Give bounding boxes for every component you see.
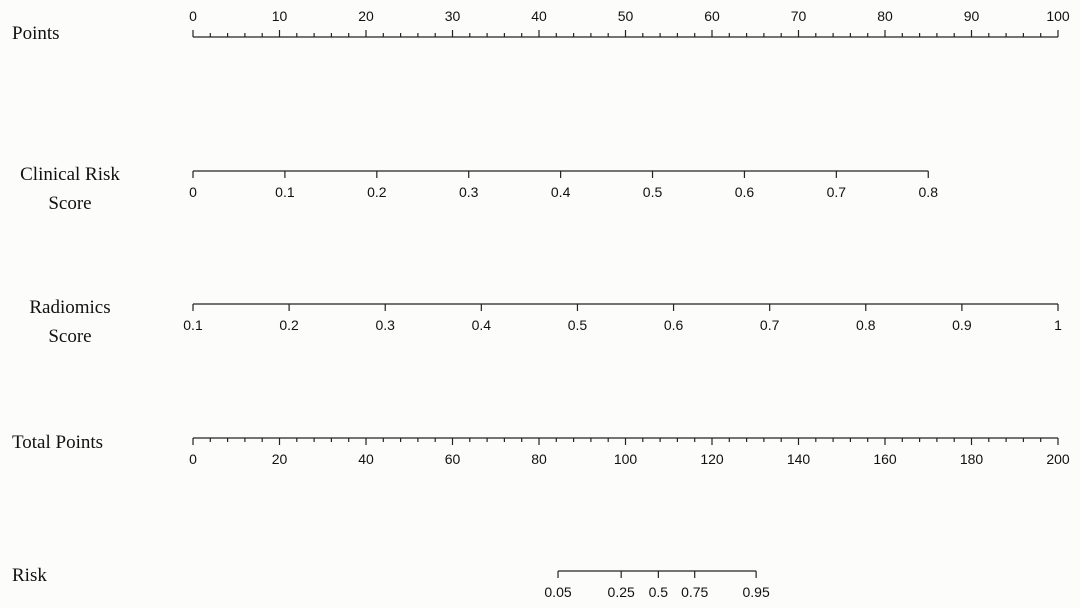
tick-label: 0.6	[664, 317, 684, 333]
tick-label: 0.6	[735, 184, 755, 200]
tick-label: 180	[960, 451, 984, 467]
tick-label: 120	[700, 451, 724, 467]
tick-label: 0.3	[375, 317, 395, 333]
tick-label: 140	[787, 451, 811, 467]
tick-label: 0.9	[952, 317, 972, 333]
tick-label: 0.5	[568, 317, 588, 333]
tick-label: 0.2	[279, 317, 299, 333]
tick-label: 200	[1046, 451, 1070, 467]
tick-label: 0.25	[608, 584, 635, 600]
tick-label: 0	[189, 184, 197, 200]
tick-label: 0.95	[742, 584, 769, 600]
tick-label: 0	[189, 8, 197, 24]
row-label: Radiomics	[29, 297, 110, 318]
tick-label: 80	[531, 451, 547, 467]
tick-label: 100	[614, 451, 638, 467]
tick-label: 0.5	[643, 184, 663, 200]
tick-label: 0.7	[760, 317, 780, 333]
tick-label: 0.3	[459, 184, 479, 200]
tick-label: 0	[189, 451, 197, 467]
row-label: Risk	[12, 565, 47, 586]
tick-label: 50	[618, 8, 634, 24]
tick-label: 60	[445, 451, 461, 467]
tick-label: 40	[358, 451, 374, 467]
tick-label: 80	[877, 8, 893, 24]
tick-label: 0.4	[472, 317, 492, 333]
row-label: Total Points	[12, 432, 103, 453]
tick-label: 20	[358, 8, 374, 24]
tick-label: 60	[704, 8, 720, 24]
tick-label: 40	[531, 8, 547, 24]
tick-label: 90	[964, 8, 980, 24]
row-label: Score	[48, 326, 91, 347]
tick-label: 30	[445, 8, 461, 24]
tick-label: 20	[272, 451, 288, 467]
tick-label: 100	[1046, 8, 1070, 24]
tick-label: 0.05	[544, 584, 571, 600]
tick-label: 1	[1054, 317, 1062, 333]
row-label: Points	[12, 23, 60, 44]
tick-label: 70	[791, 8, 807, 24]
tick-label: 0.2	[367, 184, 387, 200]
tick-label: 0.1	[183, 317, 203, 333]
tick-label: 0.5	[649, 584, 669, 600]
tick-label: 0.1	[275, 184, 295, 200]
tick-label: 0.8	[856, 317, 876, 333]
row-label: Score	[48, 193, 91, 214]
tick-label: 10	[272, 8, 288, 24]
tick-label: 160	[873, 451, 897, 467]
row-label: Clinical Risk	[20, 164, 120, 185]
tick-label: 0.75	[681, 584, 708, 600]
tick-label: 0.7	[827, 184, 847, 200]
tick-label: 0.8	[919, 184, 939, 200]
tick-label: 0.4	[551, 184, 571, 200]
